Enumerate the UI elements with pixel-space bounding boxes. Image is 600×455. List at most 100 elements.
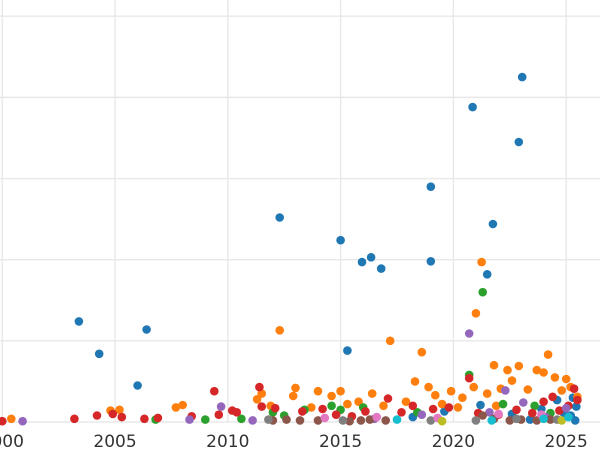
data-point-s3-3 (108, 409, 118, 419)
data-point-s1-26 (458, 393, 467, 403)
data-point-s0-29 (570, 416, 580, 425)
data-point-s1-20 (401, 397, 411, 407)
data-point-s1-47 (437, 399, 447, 409)
data-point-s6-4 (512, 414, 521, 424)
data-point-s5-12 (532, 416, 542, 425)
data-point-s0-5 (336, 235, 345, 245)
data-point-s4-9 (519, 398, 528, 407)
x-tick-labels: 2000 2005 2010 2015 2020 2025 (0, 432, 588, 452)
data-points (0, 72, 582, 426)
data-point-s1-2 (115, 405, 124, 415)
data-point-s3-9 (214, 410, 224, 420)
data-point-s4-1 (185, 415, 194, 424)
data-point-s3-0 (0, 416, 7, 426)
data-point-s0-2 (133, 381, 142, 390)
data-point-s5-3 (313, 416, 323, 425)
data-point-s3-1 (70, 414, 79, 424)
data-point-s3-21 (397, 408, 406, 417)
data-point-s1-5 (252, 395, 262, 404)
data-point-s1-10 (291, 383, 300, 393)
data-point-s0-19 (476, 400, 485, 410)
data-point-s3-5 (140, 414, 149, 424)
data-point-s1-25 (446, 386, 456, 396)
data-point-s8-0 (437, 416, 447, 426)
data-point-s5-4 (345, 416, 354, 426)
data-point-s1-11 (307, 403, 316, 412)
data-point-s9-2 (539, 414, 548, 424)
data-point-s3-22 (408, 401, 418, 411)
data-point-s3-8 (210, 386, 219, 396)
x-tick-label-0: 2000 (0, 432, 24, 450)
data-point-s3-12 (255, 382, 264, 392)
data-point-s1-9 (288, 391, 298, 401)
data-point-s0-13 (482, 270, 492, 279)
data-point-s1-31 (489, 360, 499, 370)
data-point-s0-30 (572, 402, 581, 411)
data-point-s5-10 (505, 416, 515, 425)
data-point-s1-35 (514, 361, 524, 371)
data-point-s6-2 (426, 416, 436, 425)
data-point-s2-1 (201, 415, 210, 424)
data-point-s1-12 (313, 386, 323, 396)
data-point-s1-27 (469, 382, 479, 392)
data-point-s1-16 (354, 397, 363, 407)
data-point-s4-5 (417, 410, 427, 420)
data-point-s3-24 (444, 403, 454, 412)
data-point-s1-29 (477, 257, 486, 267)
data-point-s5-7 (381, 416, 391, 425)
data-point-s0-0 (74, 317, 84, 326)
data-point-s1-41 (557, 386, 566, 395)
data-point-s4-11 (561, 403, 571, 413)
data-point-s3-34 (569, 384, 579, 394)
data-point-s0-11 (426, 257, 436, 266)
data-point-s3-20 (383, 394, 393, 403)
data-point-s1-34 (507, 376, 517, 385)
data-point-s1-6 (257, 389, 267, 398)
data-point-s5-5 (356, 416, 366, 425)
data-point-s1-14 (336, 386, 345, 396)
data-point-s2-12 (498, 399, 508, 409)
data-point-s1-42 (561, 374, 571, 384)
data-point-s3-29 (528, 408, 537, 418)
data-point-s1-28 (471, 309, 481, 318)
data-point-s3-4 (117, 412, 127, 422)
data-point-s7-0 (320, 413, 330, 423)
data-point-s5-13 (546, 415, 555, 424)
data-point-s1-13 (327, 391, 336, 401)
data-point-s7-3 (494, 409, 503, 419)
data-point-s4-0 (18, 416, 27, 426)
data-point-s5-2 (295, 416, 305, 425)
data-point-s1-23 (424, 382, 433, 392)
data-point-s6-3 (471, 416, 481, 425)
data-point-s4-3 (248, 416, 257, 425)
data-point-s5-8 (478, 411, 488, 420)
data-point-s3-30 (539, 397, 548, 407)
data-point-s2-13 (530, 401, 539, 411)
data-point-s3-23 (428, 404, 438, 414)
data-point-s1-4 (178, 400, 187, 410)
data-point-s5-6 (365, 415, 375, 424)
data-point-s1-40 (550, 373, 560, 382)
data-point-s1-19 (385, 336, 395, 346)
data-point-s1-22 (417, 347, 427, 357)
data-point-s3-28 (512, 405, 521, 415)
data-point-s1-0 (7, 414, 16, 424)
data-point-s0-22 (525, 415, 535, 424)
data-point-s9-1 (487, 416, 497, 425)
data-point-s3-19 (361, 407, 370, 416)
data-point-s1-24 (431, 390, 440, 400)
data-point-s0-15 (514, 137, 524, 147)
data-point-s4-7 (485, 408, 494, 417)
data-point-s1-46 (491, 401, 501, 411)
data-point-s4-6 (464, 329, 474, 338)
data-point-s3-32 (555, 406, 564, 415)
data-point-s0-8 (366, 252, 376, 262)
data-point-s0-1 (94, 349, 104, 359)
data-point-s1-37 (532, 365, 542, 375)
data-point-s0-3 (142, 325, 151, 334)
x-tick-label-1: 2005 (93, 432, 136, 450)
data-point-s3-17 (331, 410, 341, 420)
data-point-s1-15 (343, 399, 352, 409)
data-point-s0-4 (275, 213, 285, 222)
